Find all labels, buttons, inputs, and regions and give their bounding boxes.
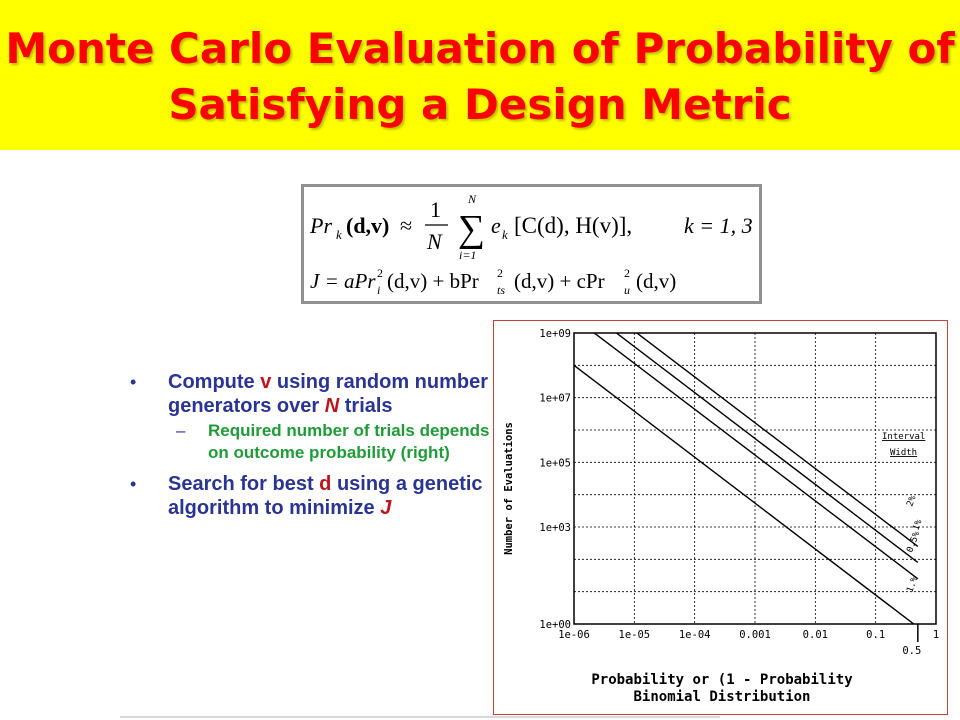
eq1-frac-den: N (426, 229, 443, 254)
x-tick-label: 0.1 (866, 629, 885, 641)
legend-title-line-2: Width (890, 448, 917, 458)
chart-svg: 1e-06 1e-05 1e-04 0.001 0.01 0.1 1 0.5 1e+00 1e+0… (503, 328, 939, 705)
bullet-list: • Compute v using random number generato… (128, 370, 498, 520)
eq1-sum-bottom: i=1 (459, 248, 476, 262)
b2-mid: using a genetic algorithm to minimize (168, 473, 483, 519)
series-line-4 (635, 333, 919, 548)
eq2-t3-sup: 2 (624, 266, 630, 280)
title-line-1: Monte Carlo Evaluation of Probability of (5, 24, 955, 73)
b1-pre: Compute (168, 371, 261, 393)
eq1-approx: ≈ (400, 213, 412, 238)
b2-J: J (380, 497, 392, 519)
x-axis-label-line-1: Probability or (1 - Probability (591, 672, 853, 688)
eq1-e: e (491, 213, 501, 238)
eq1-lhs-sub: k (336, 227, 342, 242)
y-axis-label: Number of Evaluations (503, 422, 515, 555)
bullet-dot-icon: • (130, 372, 137, 392)
eq1-lhs: Pr (309, 213, 332, 238)
equations-svg: Pr k (d,v) ≈ 1 N ∑ N i=1 e k [C(d), H(v)… (309, 192, 753, 297)
sub-bullet-trials: – Required number of trials depends on o… (128, 420, 498, 464)
chart-frame: 1e-06 1e-05 1e-04 0.001 0.01 0.1 1 0.5 1e+00 1e+0… (493, 320, 948, 715)
x-tick-label: 1e-06 (558, 629, 590, 641)
x-tick-label: 1e-04 (679, 629, 711, 641)
eq2-lhs: J = aPr (310, 269, 376, 293)
eq2-t2-sup: 2 (497, 266, 503, 280)
bullet-search-d: • Search for best d using a genetic algo… (128, 472, 498, 520)
eq1-sum-top: N (467, 192, 477, 206)
series-end-label: 1% (911, 518, 924, 532)
x-tick-label: 1e-05 (619, 629, 651, 641)
b1-N: N (324, 395, 340, 417)
dash-icon: – (176, 421, 186, 440)
y-tick-label: 1e+07 (539, 393, 571, 405)
x-tick-label: 1 (933, 629, 939, 641)
y-tick-label: 1e+00 (539, 619, 571, 631)
b1-v: v (260, 371, 272, 393)
bullet-compute-v: • Compute v using random number generato… (128, 370, 498, 418)
b2-pre: Search for best (168, 473, 320, 495)
y-tick-label: 1e+03 (539, 522, 571, 534)
bottom-divider (120, 716, 720, 718)
series-end-label: 2% (905, 494, 918, 508)
title-band: Monte Carlo Evaluation of Probability of… (0, 0, 960, 150)
bullet-dot-icon: • (130, 474, 137, 494)
eq2-t2-args: (d,v) + cPr (514, 269, 605, 293)
series-line-1 (574, 364, 915, 624)
b2-d: d (319, 473, 332, 495)
x-axis-label-line-2: Binomial Distribution (633, 689, 810, 705)
y-tick-label: 1e+05 (539, 457, 571, 469)
x-extra-tick-label: 0.5 (902, 645, 921, 657)
b1-mid: using random number generators over (168, 371, 489, 417)
y-tick-label: 1e+09 (539, 328, 571, 340)
eq2-t2-sub: ts (497, 283, 505, 297)
eq1-sum: ∑ (458, 208, 485, 250)
title-line-2: Satisfying a Design Metric (168, 80, 792, 129)
b1-post: trials (339, 395, 393, 417)
x-tick-label: 0.001 (739, 629, 771, 641)
series-end-label: 1.% (905, 575, 920, 594)
eq1-args: (d,v) (346, 213, 389, 238)
series-line-2 (593, 333, 919, 580)
slide-title: Monte Carlo Evaluation of Probability of… (5, 17, 954, 133)
series-end-label: 0.5% (905, 530, 922, 554)
eq1-k-range: k = 1, 3 (684, 213, 753, 238)
legend-title-line-1: Interval (882, 432, 925, 442)
x-tick-label: 0.01 (803, 629, 828, 641)
eq2-t1-sup: 2 (377, 266, 383, 280)
eq2-t3-args: (d,v) (636, 269, 676, 293)
eq2-t3-sub: u (624, 283, 630, 297)
series-line-3 (615, 333, 919, 564)
eq1-e-sub: k (502, 227, 508, 242)
sub1-text: Required number of trials depends on out… (208, 421, 490, 462)
eq1-frac-num: 1 (430, 197, 441, 222)
eq2-t1-args: (d,v) + bPr (387, 269, 479, 293)
eq2-t1-sub: i (377, 283, 380, 297)
eq1-body: [C(d), H(v)], (514, 213, 632, 238)
equation-box: Pr k (d,v) ≈ 1 N ∑ N i=1 e k [C(d), H(v)… (301, 184, 762, 304)
